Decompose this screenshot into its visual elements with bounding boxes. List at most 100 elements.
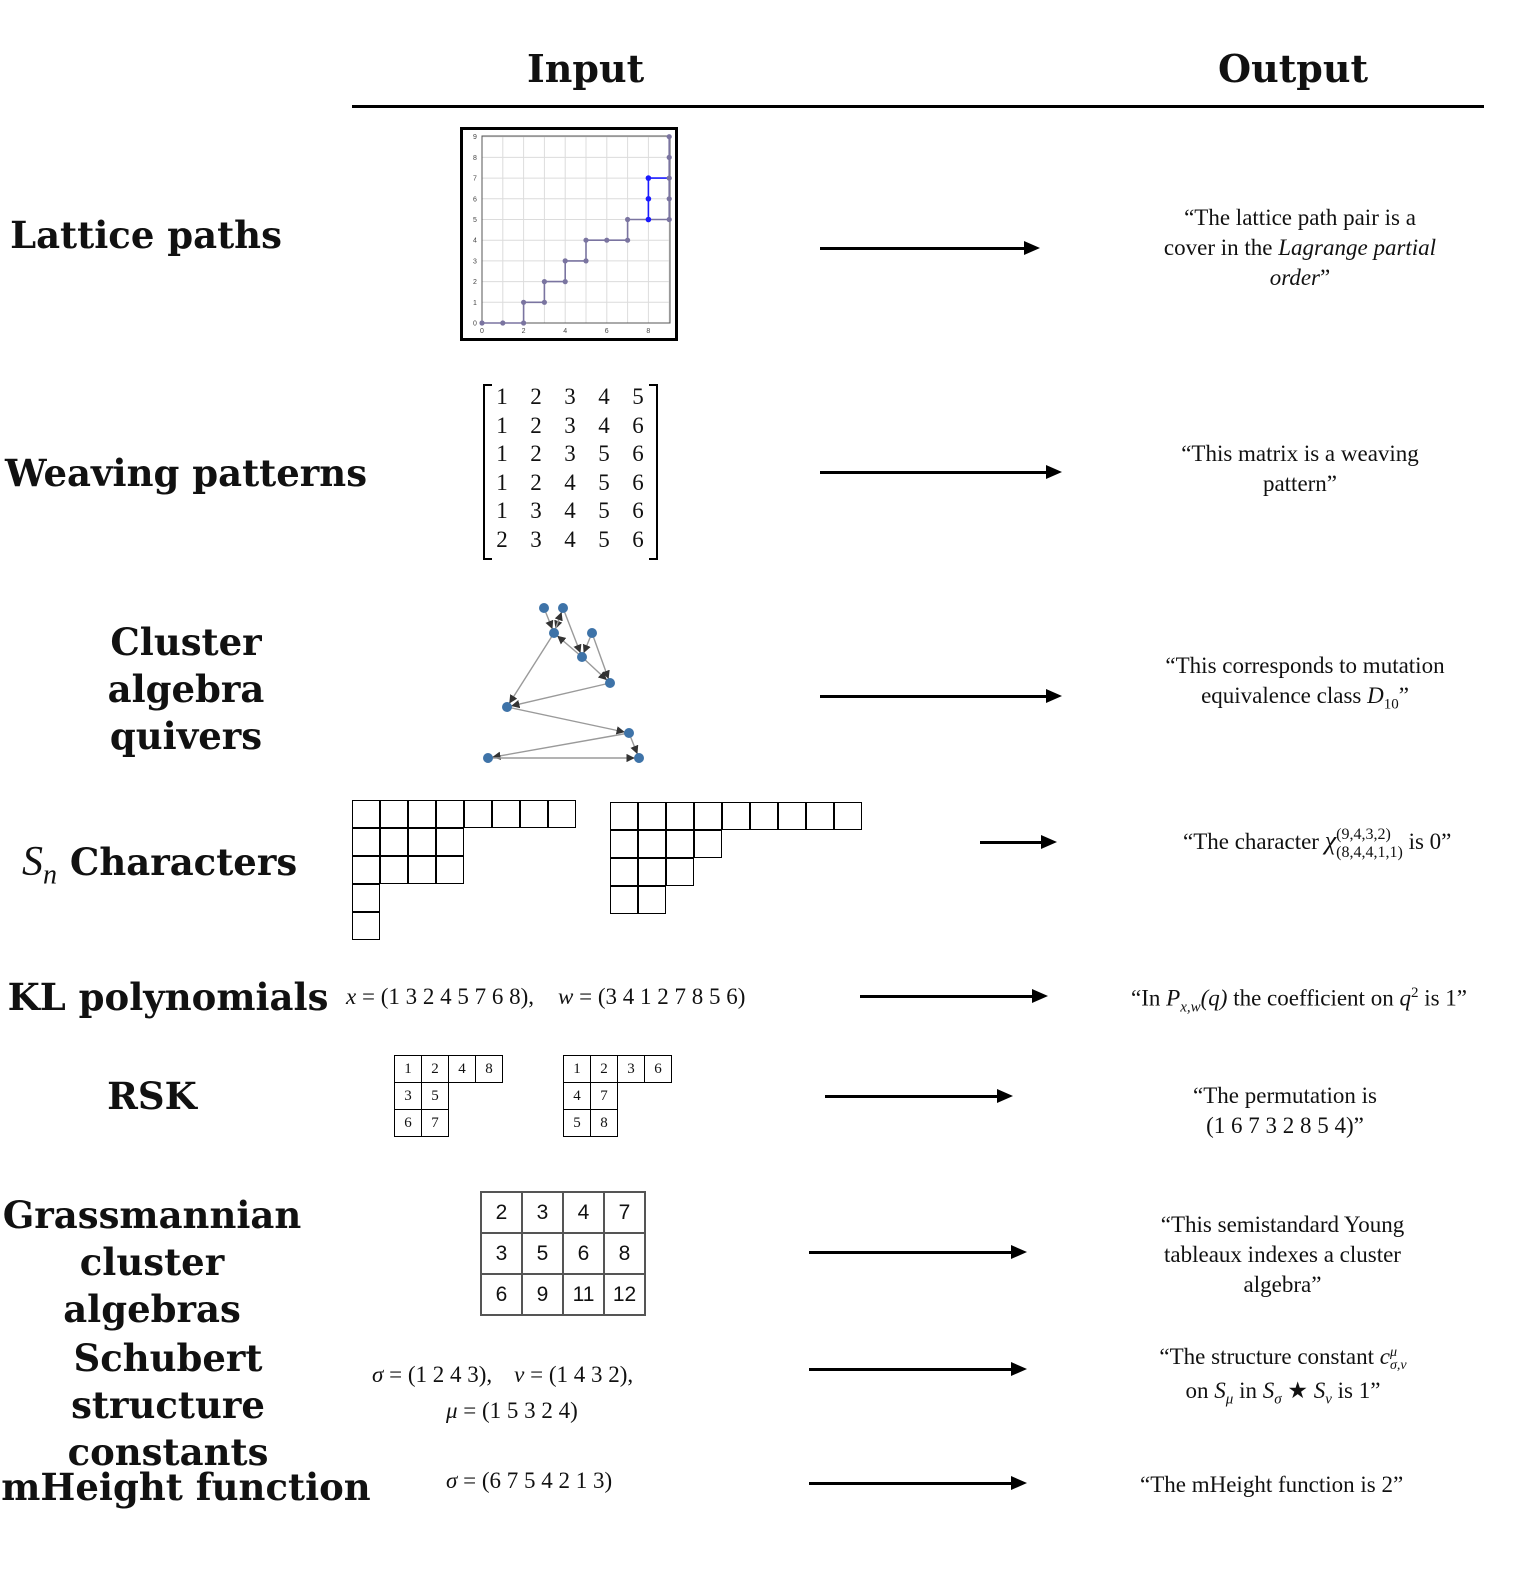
matrix-entry: 6 [632, 441, 644, 467]
tableau-cell: 5 [563, 1109, 591, 1137]
math-text: = (1 2 4 3), [383, 1362, 493, 1387]
output-text-italic: order [1269, 265, 1321, 290]
matrix-entry: 4 [598, 412, 610, 438]
math-sigma: σ [446, 1468, 458, 1493]
math-subscript: μ [1225, 1391, 1234, 1408]
young-box [380, 800, 408, 828]
y-tick-label: 4 [473, 238, 477, 245]
c-subscript: σ,ν [1389, 1357, 1407, 1373]
output-line: “This semistandard Young [1160, 1212, 1405, 1237]
lattice-point [666, 175, 672, 181]
matrix-entry: 2 [530, 441, 542, 467]
output-line: “This corresponds to mutation [1165, 653, 1445, 678]
star-operator: ★ [1281, 1378, 1314, 1403]
lattice-point [666, 216, 672, 223]
young-box [548, 800, 576, 828]
matrix-entry: 2 [530, 412, 542, 438]
tableau-cell: 7 [590, 1082, 618, 1110]
matrix-entry: 6 [632, 412, 644, 438]
arrow-mheight [809, 1476, 1027, 1490]
arrow-sn-characters [980, 835, 1057, 849]
quiver-arrow [506, 632, 555, 708]
y-tick-label: 7 [473, 176, 477, 183]
y-tick-label: 5 [473, 217, 477, 224]
output-text: is 1” [1331, 1378, 1381, 1403]
x-tick-label: 2 [522, 328, 526, 335]
output-text: cover in the [1163, 235, 1279, 260]
tableau-cell: 3 [617, 1055, 645, 1083]
tableau-cell: 7 [421, 1109, 449, 1137]
schubert-input-line2: μ = (1 5 3 2 4) [446, 1398, 578, 1424]
tableau-cell: 6 [394, 1109, 422, 1137]
output-text: in [1233, 1378, 1263, 1403]
output-text: equivalence class [1201, 683, 1368, 708]
tableau-cell: 11 [562, 1273, 605, 1316]
output-line: “The lattice path pair is a [1184, 205, 1416, 230]
semistandard-tableau: 2 3 4 7 3 5 6 8 6 9 11 12 [480, 1191, 646, 1316]
tableau-cell: 3 [521, 1191, 564, 1234]
math-superscript: 2 [1410, 985, 1419, 1001]
quiver-arrow [506, 682, 611, 709]
young-box [638, 886, 666, 914]
quiver-vertex [549, 628, 559, 638]
tableau-cell: 5 [421, 1082, 449, 1110]
tableau-cell: 3 [394, 1082, 422, 1110]
math-chi: χ [1324, 826, 1337, 855]
math-text: = (1 4 3 2), [524, 1362, 634, 1387]
lattice-point [625, 237, 631, 243]
output-weaving-patterns: “This matrix is a weaving pattern” [1125, 439, 1475, 499]
tableau-cell: 4 [562, 1191, 605, 1234]
tableau-cell: 8 [603, 1232, 646, 1275]
young-box [352, 828, 380, 856]
quiver-arrow [581, 656, 611, 684]
young-box [722, 802, 750, 830]
young-box [436, 856, 464, 884]
arrow-grassmannian [809, 1245, 1027, 1259]
young-box [610, 858, 638, 886]
c-superscript: μ [1389, 1344, 1397, 1360]
tableau-cell: 3 [480, 1232, 523, 1275]
output-lattice-paths: “The lattice path pair is a cover in the… [1125, 203, 1475, 293]
label-text: Characters [57, 840, 298, 884]
matrix-entry: 6 [632, 527, 644, 552]
output-header: Output [1218, 46, 1369, 91]
tableau-cell: 4 [448, 1055, 476, 1083]
lattice-point [666, 134, 672, 140]
math-w: w [558, 984, 574, 1009]
output-mheight: “The mHeight function is 2” [1140, 1472, 1404, 1497]
kl-input: x = (1 3 2 4 5 7 6 8), w = (3 4 1 2 7 8 5… [346, 984, 745, 1010]
math-nu: ν [514, 1362, 525, 1387]
output-kl-polynomials: “In Px,w(q) the coefficient on q2 is 1” [1131, 978, 1467, 1022]
math-subscript: 10 [1383, 696, 1399, 713]
lattice-point [583, 258, 589, 264]
arrow-kl-polynomials [860, 989, 1048, 1003]
math-P: P [1166, 985, 1181, 1011]
label-line: Cluster algebra [107, 620, 265, 711]
young-box [436, 800, 464, 828]
matrix-entry: 5 [632, 384, 644, 409]
output-text: on [1185, 1378, 1215, 1403]
lattice-point [541, 279, 547, 285]
arrow-schubert [809, 1362, 1027, 1376]
matrix-entry: 3 [564, 384, 576, 409]
quiver-arrow [553, 632, 583, 658]
matrix-entry: 4 [564, 498, 576, 524]
output-text: “The structure constant [1159, 1344, 1380, 1369]
math-x: x [346, 984, 357, 1009]
young-box [666, 830, 694, 858]
quiver-arrow [506, 706, 630, 735]
young-box [380, 856, 408, 884]
matrix-entry: 3 [530, 527, 542, 552]
quiver-arrow [591, 632, 611, 684]
lattice-point-highlight [645, 175, 652, 181]
row-label-weaving-patterns: Weaving patterns [4, 451, 368, 495]
y-tick-label: 6 [473, 196, 477, 203]
output-text: “The character [1183, 829, 1325, 854]
young-box [610, 886, 638, 914]
quiver-arrow [562, 607, 583, 658]
young-box [666, 802, 694, 830]
young-box [408, 856, 436, 884]
header-rule [352, 105, 1484, 108]
